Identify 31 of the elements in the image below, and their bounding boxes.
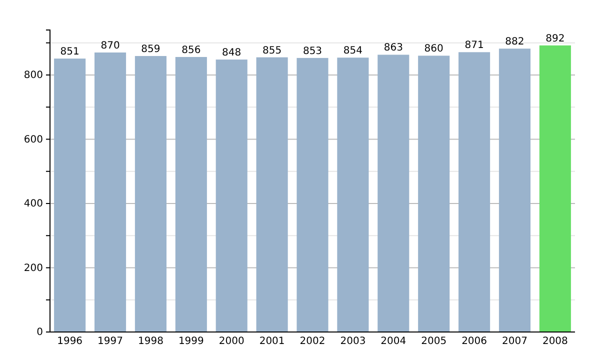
data-label: 871 (464, 40, 484, 52)
data-label: 848 (222, 48, 242, 59)
x-tick-label: 2002 (300, 336, 326, 347)
y-tick-label: 0 (36, 327, 43, 338)
data-label: 854 (343, 46, 362, 57)
x-tick-label: 2000 (218, 336, 244, 347)
x-tick-label: 1999 (178, 336, 204, 347)
y-tick-label: 800 (24, 70, 43, 82)
x-tick-label: 2007 (502, 336, 528, 347)
x-tick-label: 2008 (542, 336, 568, 347)
data-label: 856 (182, 44, 201, 56)
data-label: 853 (302, 46, 322, 57)
x-tick-label: 2003 (340, 336, 366, 347)
y-tick-label: 600 (24, 134, 43, 146)
x-tick-label: 2001 (259, 336, 285, 347)
data-label: 882 (505, 36, 524, 48)
data-label: 860 (424, 44, 444, 55)
y-tick-label: 400 (24, 198, 43, 210)
data-label: 863 (384, 42, 403, 54)
x-tick-label: 1998 (138, 336, 164, 347)
x-tick-label: 2006 (462, 336, 488, 347)
x-tick-label: 2004 (380, 336, 406, 347)
data-label: 870 (100, 40, 120, 52)
data-label: 851 (60, 46, 80, 58)
x-tick-label: 2005 (421, 336, 447, 347)
data-label: 859 (141, 44, 160, 56)
data-label: 855 (262, 45, 282, 56)
data-label: 892 (546, 33, 565, 44)
x-tick-label: 1996 (57, 336, 83, 347)
x-tick-label: 1997 (98, 336, 123, 347)
y-tick-label: 200 (24, 262, 43, 274)
